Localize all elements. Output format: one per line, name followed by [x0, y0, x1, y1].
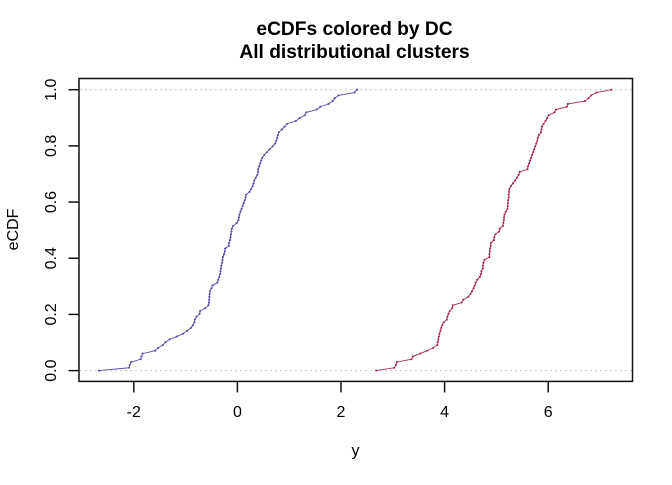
- svg-text:6: 6: [544, 404, 553, 421]
- svg-text:1.0: 1.0: [43, 78, 60, 100]
- svg-text:-2: -2: [127, 404, 141, 421]
- svg-text:0.4: 0.4: [43, 247, 60, 269]
- svg-text:eCDFs colored by DC: eCDFs colored by DC: [256, 19, 452, 40]
- svg-text:All distributional clusters: All distributional clusters: [239, 42, 469, 63]
- svg-text:y: y: [352, 443, 360, 460]
- svg-text:0.0: 0.0: [43, 359, 60, 381]
- svg-text:0.8: 0.8: [43, 135, 60, 157]
- svg-text:2: 2: [337, 404, 346, 421]
- svg-text:eCDF: eCDF: [5, 208, 22, 250]
- svg-text:0.2: 0.2: [43, 303, 60, 325]
- svg-text:0: 0: [233, 404, 242, 421]
- svg-text:4: 4: [440, 404, 449, 421]
- svg-text:0.6: 0.6: [43, 191, 60, 213]
